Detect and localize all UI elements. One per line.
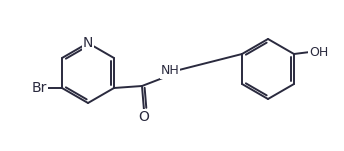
- Text: NH: NH: [161, 64, 179, 77]
- Text: OH: OH: [309, 45, 329, 58]
- Text: Br: Br: [31, 81, 47, 95]
- Text: O: O: [139, 110, 149, 124]
- Text: N: N: [83, 36, 93, 50]
